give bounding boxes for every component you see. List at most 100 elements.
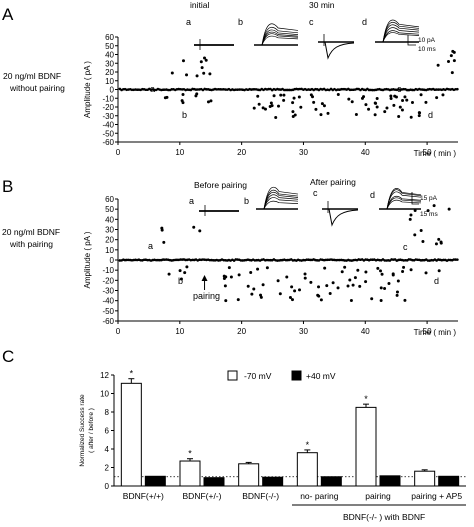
- data-point: [249, 271, 253, 275]
- panel-a-condition-line1: 20 ng/ml BDNF: [3, 71, 61, 81]
- panel-a-scale-ms: 10 ms: [418, 46, 436, 53]
- data-point: [312, 100, 316, 104]
- data-point: [183, 271, 187, 275]
- data-point: [426, 209, 430, 213]
- data-point: [290, 285, 294, 289]
- inset-letter: c: [309, 17, 314, 27]
- data-point: [178, 269, 182, 273]
- data-point: [259, 295, 263, 299]
- data-point: [376, 266, 380, 270]
- x-tick-label: 40: [361, 327, 370, 336]
- data-point: [236, 298, 240, 302]
- data-point: [439, 241, 443, 245]
- data-point: [208, 72, 212, 76]
- data-point: [401, 98, 405, 102]
- y-tick-label: 12: [100, 371, 109, 380]
- y-tick-label: -40: [102, 297, 114, 306]
- data-point: [391, 273, 395, 277]
- x-tick-label: 50: [423, 327, 432, 336]
- data-point: [421, 239, 425, 243]
- category-label: BDNF(+/+): [123, 491, 164, 501]
- x-tick-label: 0: [116, 327, 121, 336]
- bar-plus40: [320, 476, 342, 487]
- data-point: [323, 266, 327, 270]
- y-tick-label: 6: [105, 427, 110, 436]
- data-point: [265, 266, 269, 270]
- data-point: [395, 293, 399, 297]
- data-point: [432, 204, 436, 208]
- inset-trace-a-d-sweep: [375, 21, 420, 43]
- data-point: [279, 93, 283, 97]
- panel-b: B 20 ng/ml BDNF with pairing Before pair…: [2, 177, 459, 337]
- data-point: [437, 269, 441, 273]
- data-point: [291, 110, 295, 114]
- data-point: [419, 229, 423, 233]
- bar-plus40: [262, 476, 284, 487]
- panel-b-scale-pa: 15 pA: [420, 195, 438, 202]
- category-label: no- paring: [300, 491, 339, 501]
- data-point: [282, 93, 286, 97]
- data-point: [263, 107, 267, 111]
- data-point: [383, 110, 387, 114]
- bar-plus40: [144, 475, 166, 487]
- y-tick-label: -10: [102, 266, 114, 275]
- data-point: [402, 265, 406, 269]
- data-point: [297, 95, 301, 99]
- panel-a-inset-title-right: 30 min: [309, 0, 335, 10]
- data-point: [163, 96, 167, 100]
- significance-star: *: [306, 440, 310, 450]
- data-point: [291, 101, 295, 105]
- data-point: [348, 278, 352, 282]
- data-point: [292, 96, 296, 100]
- y-tick-label: 0: [110, 86, 115, 95]
- panel-b-point-letter-b: b: [178, 276, 183, 286]
- y-tick-label: -50: [102, 307, 114, 316]
- inset-letter: b: [244, 196, 249, 206]
- y-axis-label-line2: ( after / before ): [88, 408, 95, 453]
- panel-a-scale-pa: 10 pA: [418, 37, 436, 44]
- data-point: [392, 103, 396, 107]
- bar-minus70: [238, 463, 260, 487]
- x-tick-label: 30: [299, 148, 308, 157]
- y-tick-label: 10: [105, 246, 114, 255]
- scale-bar: [407, 35, 416, 46]
- inset-letter: a: [189, 196, 194, 206]
- bar-minus70: [414, 470, 436, 487]
- inset-trace-a-d-sweep: [375, 19, 420, 43]
- data-point: [181, 59, 185, 63]
- data-point: [424, 271, 428, 275]
- data-point: [293, 289, 297, 293]
- data-point: [224, 275, 228, 279]
- data-point: [192, 225, 196, 229]
- data-point: [354, 112, 358, 116]
- data-point: [223, 284, 227, 288]
- y-tick-label: 8: [105, 408, 110, 417]
- data-point: [395, 290, 399, 294]
- data-point: [456, 258, 459, 261]
- bar-minus70: [355, 406, 377, 487]
- data-point: [379, 299, 383, 303]
- data-point: [276, 279, 280, 283]
- x-tick-label: 10: [175, 327, 184, 336]
- inset-letter: d: [362, 17, 367, 27]
- data-point: [277, 104, 281, 108]
- data-point: [437, 237, 441, 241]
- data-point: [303, 276, 307, 280]
- data-point: [408, 217, 412, 221]
- y-tick-label: 40: [105, 215, 114, 224]
- data-point: [252, 287, 256, 291]
- data-point: [250, 292, 254, 296]
- data-point: [317, 285, 321, 289]
- data-point: [309, 93, 313, 97]
- legend-label-minus70: -70 mV: [244, 371, 272, 381]
- y-axis-label: Amplitude ( pA ): [83, 231, 92, 288]
- panel-b-point-letter-c: c: [403, 242, 408, 252]
- y-tick-label: 60: [105, 33, 114, 42]
- data-point: [274, 115, 278, 119]
- data-point: [409, 115, 413, 119]
- data-point: [278, 292, 282, 296]
- data-point: [326, 111, 330, 115]
- data-point: [328, 292, 332, 296]
- data-point: [370, 297, 374, 301]
- data-point: [256, 94, 260, 98]
